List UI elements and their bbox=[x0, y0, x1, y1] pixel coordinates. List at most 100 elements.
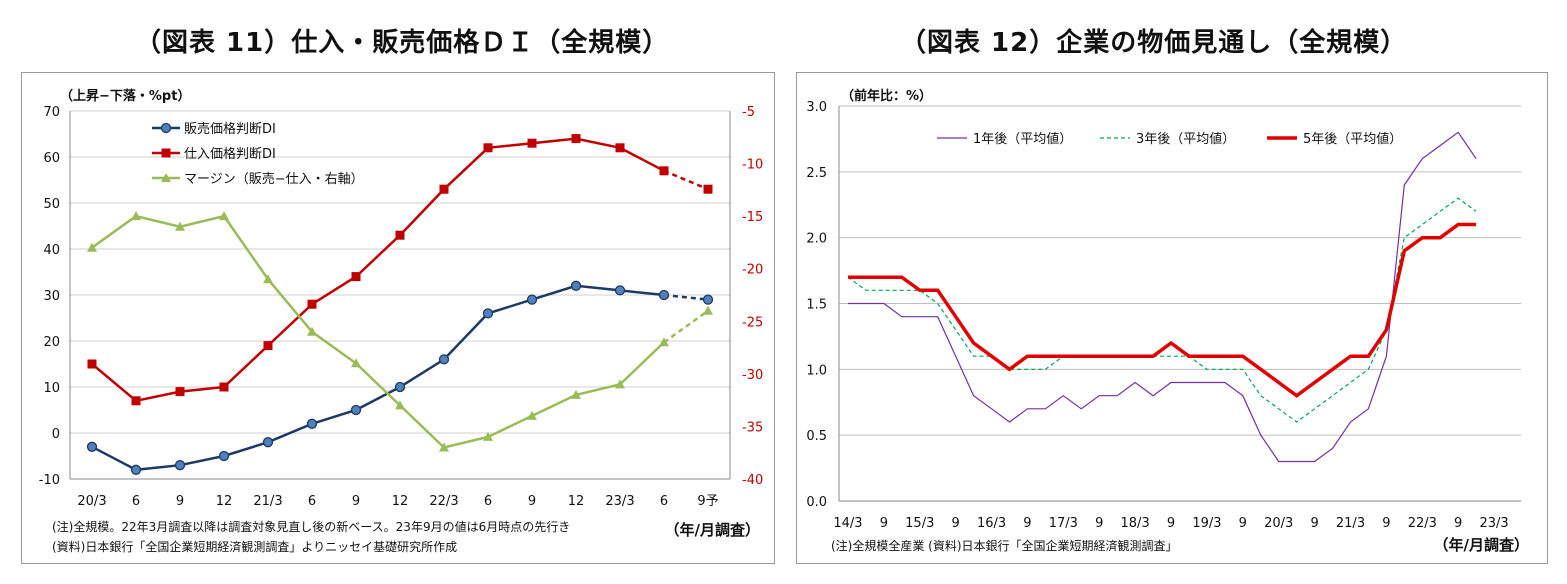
series-line-1 bbox=[848, 131, 1477, 463]
data-point bbox=[658, 289, 670, 301]
series-line-2 bbox=[91, 137, 665, 403]
footnote: (注)全規模。22年3月調査以降は調査対象見直し後の新ベース。23年9月の値は6… bbox=[52, 519, 570, 534]
y-tick-label: 1.0 bbox=[806, 363, 827, 378]
y-tick-left-label: 50 bbox=[43, 197, 60, 212]
data-point bbox=[306, 418, 318, 429]
x-unit-label: （年/月調査） bbox=[1434, 536, 1529, 554]
data-point bbox=[87, 359, 97, 369]
data-point bbox=[571, 389, 581, 399]
x-tick-label: 15/3 bbox=[905, 516, 934, 531]
x-tick-label: 9 bbox=[1382, 516, 1390, 531]
y-tick-left-label: 20 bbox=[43, 335, 60, 350]
x-tick-label: 12 bbox=[216, 494, 233, 509]
data-point bbox=[262, 437, 274, 448]
x-tick-label: 14/3 bbox=[833, 516, 862, 531]
y-tick-right-label: -15 bbox=[742, 210, 763, 225]
y-tick-left-label: 10 bbox=[43, 381, 60, 396]
y-tick-label: 2.5 bbox=[806, 166, 827, 181]
legend-label: 1年後（平均値） bbox=[973, 131, 1072, 147]
x-tick-label: 9 bbox=[952, 516, 960, 531]
legend-label: マージン（販売−仕入・右軸） bbox=[184, 171, 364, 187]
y-tick-right-label: -25 bbox=[742, 315, 763, 330]
data-point bbox=[439, 184, 449, 194]
chart-left-svg: -10 0 10 20 30 40 50 60 70 -40 -35 -30 -25 -20 -15 -10 -… bbox=[39, 88, 763, 554]
data-point bbox=[86, 441, 98, 452]
chart-panel-right: 0.0 0.5 1.0 1.5 2.0 2.5 3.0 14/3 9 15/3 9 16/3 9 17/3… bbox=[796, 72, 1548, 564]
data-point bbox=[659, 337, 669, 347]
x-tick-label: 23/3 bbox=[1479, 516, 1508, 531]
data-point bbox=[614, 285, 626, 296]
x-tick-label: 9 bbox=[1095, 516, 1103, 531]
series-line-forecast-3 bbox=[663, 309, 709, 344]
y-tick-right-label: -35 bbox=[742, 420, 763, 435]
x-tick-label: 17/3 bbox=[1049, 516, 1078, 531]
legend-label: 3年後（平均値） bbox=[1136, 131, 1235, 147]
x-tick-label: 22/3 bbox=[1408, 516, 1437, 531]
data-point bbox=[218, 450, 230, 462]
x-tick-label: 20/3 bbox=[77, 494, 106, 509]
data-point bbox=[615, 379, 625, 389]
y-tick-right-label: -20 bbox=[742, 263, 763, 278]
data-point bbox=[482, 308, 494, 319]
y-tick-left-label: -10 bbox=[39, 473, 60, 488]
x-tick-label: 9 bbox=[528, 494, 536, 509]
x-tick-label: 21/3 bbox=[1336, 516, 1365, 531]
data-point bbox=[483, 431, 493, 441]
data-point bbox=[175, 387, 185, 397]
legend-marker bbox=[161, 173, 171, 182]
y-tick-left-label: 70 bbox=[43, 105, 60, 120]
data-point bbox=[527, 138, 537, 148]
data-point bbox=[483, 143, 493, 153]
footnote: (注)全規模全産業 (資料)日本銀行「全国企業短期経済観測調査」 bbox=[831, 538, 1178, 553]
x-tick-label: 9 bbox=[1167, 516, 1175, 531]
x-tick-label: 19/3 bbox=[1192, 516, 1221, 531]
legend-label: 5年後（平均値） bbox=[1303, 131, 1402, 147]
series-line-forecast-2 bbox=[663, 169, 709, 191]
data-point bbox=[395, 230, 405, 240]
legend-marker bbox=[161, 148, 171, 158]
y-unit-label: （上昇−下落・%pt） bbox=[60, 88, 190, 104]
x-tick-label: 12 bbox=[568, 494, 585, 509]
x-tick-label: 6 bbox=[308, 494, 316, 509]
data-point bbox=[703, 184, 713, 194]
data-point bbox=[702, 294, 714, 305]
data-point bbox=[87, 242, 97, 252]
data-point bbox=[130, 464, 142, 475]
legend-label: 販売価格判断DI bbox=[184, 121, 276, 137]
legend-label: 仕入価格判断DI bbox=[184, 146, 276, 162]
data-point bbox=[659, 166, 669, 176]
y-tick-right-label: -10 bbox=[742, 158, 763, 173]
data-point bbox=[219, 211, 229, 221]
data-point bbox=[351, 358, 361, 368]
x-tick-label: 9 bbox=[352, 494, 360, 509]
x-tick-label: 22/3 bbox=[429, 494, 458, 509]
x-tick-label: 12 bbox=[392, 494, 409, 509]
series-line-1 bbox=[91, 284, 665, 472]
x-tick-label: 9 bbox=[1239, 516, 1247, 531]
data-point bbox=[527, 410, 537, 420]
data-point bbox=[615, 143, 625, 153]
series-line-forecast-1 bbox=[663, 293, 709, 301]
data-point bbox=[703, 305, 713, 315]
chart-title-right: （図表 12）企業の物価見通し（全規模） bbox=[900, 28, 1408, 58]
data-point bbox=[351, 272, 361, 282]
y-tick-label: 1.5 bbox=[806, 298, 827, 313]
x-tick-label: 23/3 bbox=[605, 494, 634, 509]
y-tick-right-label: -30 bbox=[742, 368, 763, 383]
x-tick-label: 20/3 bbox=[1264, 516, 1293, 531]
chart-panel-left: -10 0 10 20 30 40 50 60 70 -40 -35 -30 -25 -20 -15 -10 -… bbox=[21, 72, 775, 564]
series-line-3 bbox=[91, 214, 665, 449]
y-tick-right-label: -40 bbox=[742, 473, 763, 488]
data-point bbox=[395, 400, 405, 410]
x-tick-label: 16/3 bbox=[977, 516, 1006, 531]
x-tick-label: 9 bbox=[1023, 516, 1031, 531]
data-point bbox=[526, 294, 538, 305]
x-unit-label: （年/月調査） bbox=[665, 521, 760, 539]
y-tick-label: 0.5 bbox=[806, 429, 827, 444]
data-point bbox=[174, 460, 186, 471]
y-tick-label: 2.0 bbox=[806, 232, 827, 247]
data-point bbox=[307, 326, 317, 336]
x-tick-label: 9 bbox=[1310, 516, 1318, 531]
x-tick-label: 6 bbox=[660, 494, 668, 509]
x-tick-label: 6 bbox=[484, 494, 492, 509]
